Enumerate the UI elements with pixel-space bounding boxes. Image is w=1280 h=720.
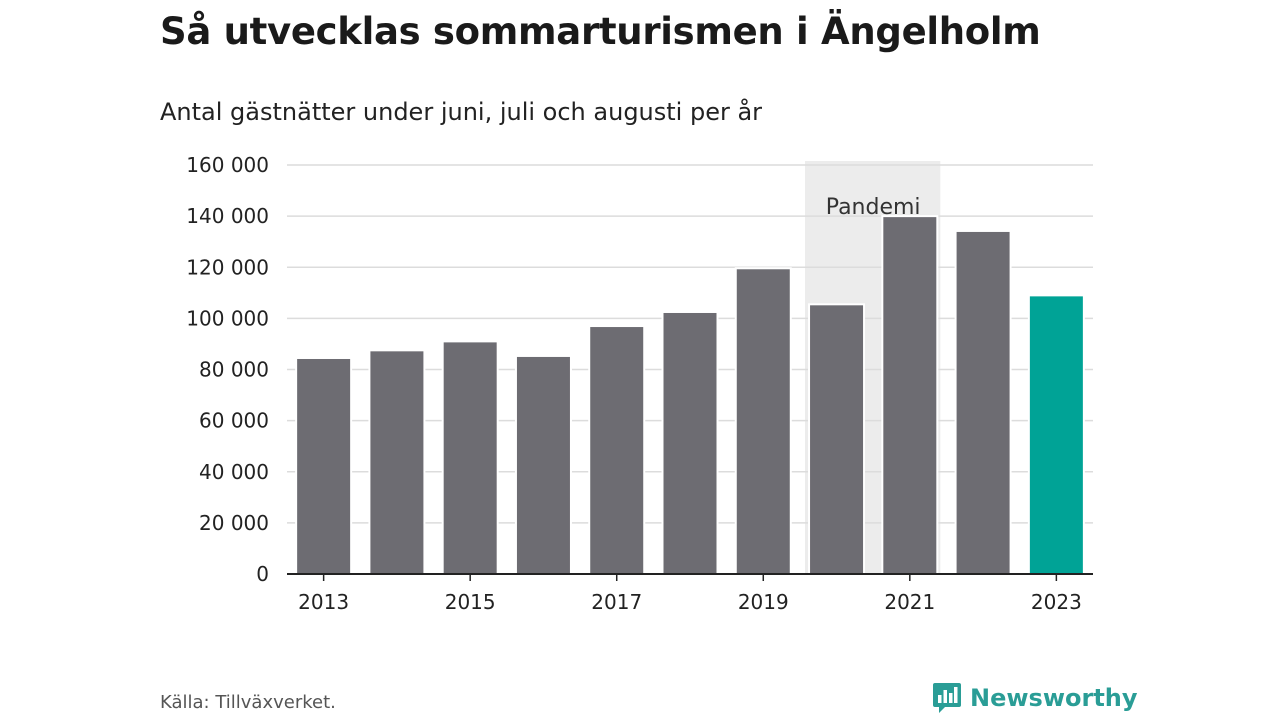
bars — [295, 215, 1085, 576]
bar-2021 — [881, 215, 939, 575]
brand-name: Newsworthy — [970, 684, 1138, 712]
x-tick-label: 2019 — [738, 590, 789, 614]
y-tick-label: 140 000 — [186, 204, 269, 228]
bar-2020 — [808, 303, 866, 575]
bar-2013 — [295, 356, 353, 576]
chart-subtitle: Antal gästnätter under juni, juli och au… — [160, 98, 763, 126]
chart-title: Så utvecklas sommarturismen i Ängelholm — [160, 10, 1041, 53]
bar-2023 — [1027, 294, 1085, 575]
newsworthy-chart-bubble-icon — [933, 683, 961, 713]
bar-2016 — [514, 354, 572, 575]
x-tick-label: 2023 — [1031, 590, 1082, 614]
y-tick-label: 120 000 — [186, 255, 269, 279]
y-tick-label: 100 000 — [186, 306, 269, 330]
y-axis-ticks: 0 20 000 40 000 60 000 80 000 100 000 120 000 1… — [186, 153, 269, 586]
bar-2017 — [588, 325, 646, 576]
bar-2015 — [441, 340, 499, 575]
x-tick-label: 2013 — [298, 590, 349, 614]
y-tick-label: 160 000 — [186, 153, 269, 177]
bar-2018 — [661, 310, 719, 575]
source-note: Källa: Tillväxverket. — [160, 692, 336, 713]
y-tick-label: 60 000 — [199, 409, 269, 433]
x-axis: 2013 2015 2017 2019 2021 2023 — [287, 573, 1093, 614]
bar-2022 — [954, 229, 1012, 575]
x-tick-label: 2017 — [591, 590, 642, 614]
bar-2014 — [368, 349, 426, 575]
y-tick-label: 20 000 — [199, 511, 269, 535]
x-tick-label: 2021 — [884, 590, 935, 614]
annotation-label-layer: Pandemi — [826, 195, 921, 220]
y-tick-label: 40 000 — [199, 460, 269, 484]
y-tick-label: 80 000 — [199, 358, 269, 382]
pandemic-label: Pandemi — [826, 195, 921, 220]
bar-2019 — [734, 267, 792, 575]
x-tick-label: 2015 — [445, 590, 496, 614]
newsworthy-brand: Newsworthy — [932, 682, 1138, 714]
y-tick-label: 0 — [256, 562, 269, 586]
